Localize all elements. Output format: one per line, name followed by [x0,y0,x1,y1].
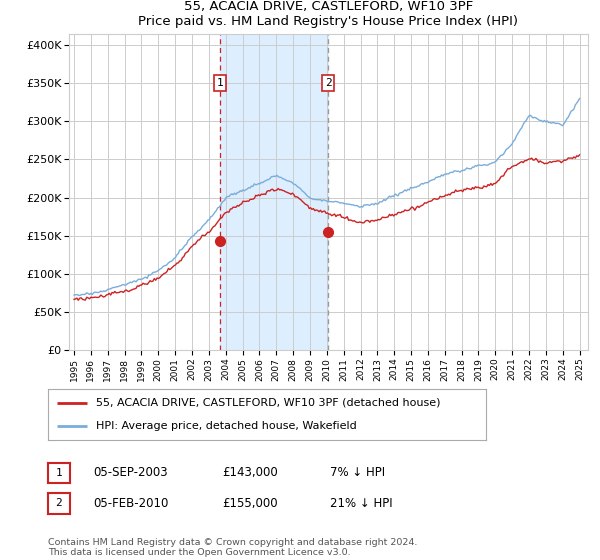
Text: 21% ↓ HPI: 21% ↓ HPI [330,497,392,510]
Text: £155,000: £155,000 [222,497,278,510]
Text: 2: 2 [325,78,332,88]
Text: 1: 1 [55,468,62,478]
Text: 05-FEB-2010: 05-FEB-2010 [93,497,169,510]
Text: 7% ↓ HPI: 7% ↓ HPI [330,466,385,479]
Text: Contains HM Land Registry data © Crown copyright and database right 2024.
This d: Contains HM Land Registry data © Crown c… [48,538,418,557]
Text: 1: 1 [217,78,224,88]
Text: HPI: Average price, detached house, Wakefield: HPI: Average price, detached house, Wake… [96,421,357,431]
Text: 05-SEP-2003: 05-SEP-2003 [93,466,167,479]
Text: 2: 2 [55,498,62,508]
Title: 55, ACACIA DRIVE, CASTLEFORD, WF10 3PF
Price paid vs. HM Land Registry's House P: 55, ACACIA DRIVE, CASTLEFORD, WF10 3PF P… [139,0,518,28]
Text: £143,000: £143,000 [222,466,278,479]
Text: 55, ACACIA DRIVE, CASTLEFORD, WF10 3PF (detached house): 55, ACACIA DRIVE, CASTLEFORD, WF10 3PF (… [96,398,440,408]
Bar [220,34,328,350]
